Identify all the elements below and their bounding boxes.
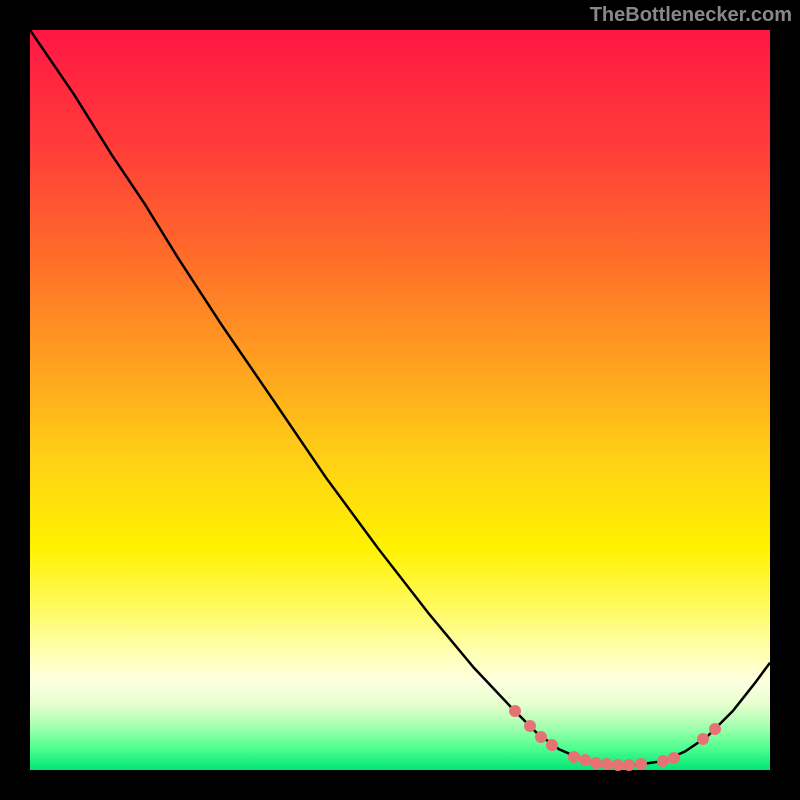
data-marker: [709, 723, 721, 735]
data-marker: [635, 758, 647, 770]
gradient-background: [30, 30, 770, 770]
chart-container: [30, 30, 770, 770]
data-marker: [535, 731, 547, 743]
data-marker: [509, 705, 521, 717]
data-marker: [668, 752, 680, 764]
data-marker: [524, 720, 536, 732]
data-marker: [579, 754, 591, 766]
data-marker: [697, 733, 709, 745]
watermark-text: TheBottlenecker.com: [590, 4, 792, 27]
data-marker: [546, 739, 558, 751]
